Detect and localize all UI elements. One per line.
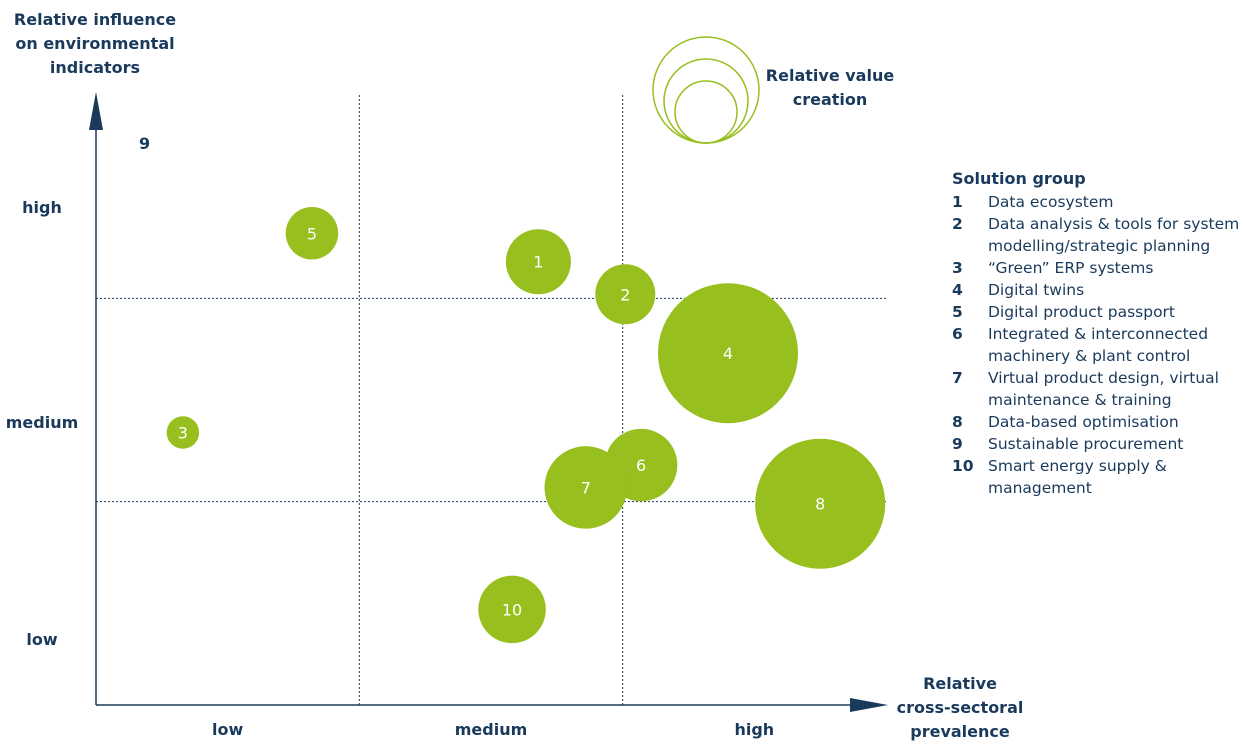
legend-item-text: Digital twins — [988, 281, 1085, 299]
bubble-label-8: 8 — [815, 495, 825, 514]
legend-item-text: Sustainable procurement — [988, 435, 1184, 453]
bubble-10 — [478, 575, 546, 644]
y-axis-label: Relative influence on environmental indi… — [0, 8, 190, 80]
size-legend-label-line: creation — [792, 90, 868, 109]
x-axis-label-line: cross-sectoral — [896, 698, 1024, 717]
y-tick-label: high — [22, 198, 62, 217]
legend-item: 6 Integrated & interconnected machinery … — [952, 323, 1242, 367]
legend-item: 10 Smart energy supply & management — [952, 455, 1242, 499]
bubble-label-10: 10 — [502, 600, 522, 619]
legend-item: 1 Data ecosystem — [952, 191, 1242, 213]
bubble-4 — [658, 283, 798, 424]
legend-item-number: 3 — [952, 259, 963, 277]
bubble-label-3: 3 — [178, 424, 188, 443]
point-label-9: 9 — [139, 134, 151, 153]
size-legend-circle-large — [652, 36, 760, 144]
legend-item-text: Integrated & interconnected machinery & … — [988, 325, 1209, 365]
bubble-label-6: 6 — [636, 456, 646, 475]
legend-item-text: Data ecosystem — [988, 193, 1114, 211]
x-tick-label: medium — [455, 720, 528, 739]
legend-item: 5 Digital product passport — [952, 301, 1242, 323]
legend-item-number: 10 — [952, 457, 974, 475]
legend-title: Solution group — [952, 169, 1086, 188]
y-axis-arrow — [89, 92, 103, 130]
legend-item-text: Virtual product design, virtual maintena… — [988, 369, 1219, 409]
axes — [89, 92, 888, 712]
y-tick-label: low — [26, 630, 57, 649]
x-axis-label-line: Relative — [923, 674, 997, 693]
bubbles: 1 2 3 4 5 6 7 8 10 — [166, 207, 886, 644]
tick-labels: low medium high low medium high — [6, 198, 774, 739]
legend-item: 9 Sustainable procurement — [952, 433, 1242, 455]
legend-item: 4 Digital twins — [952, 279, 1242, 301]
size-legend-label-line: Relative value — [765, 66, 895, 85]
legend-item-number: 5 — [952, 303, 963, 321]
bubble-3 — [166, 416, 200, 449]
bubble-label-5: 5 — [307, 224, 317, 243]
size-legend-label: Relative value creation — [765, 64, 895, 112]
legend-item-number: 2 — [952, 215, 963, 233]
bubble-2 — [595, 264, 656, 325]
legend-item: 2 Data analysis & tools for system model… — [952, 213, 1242, 257]
legend-item-number: 4 — [952, 281, 963, 299]
legend-item: 3 “Green” ERP systems — [952, 257, 1242, 279]
x-axis-label: Relative cross-sectoral prevalence — [880, 672, 1040, 744]
x-tick-label: high — [734, 720, 774, 739]
legend-item-text: Digital product passport — [988, 303, 1175, 321]
grid-lines — [96, 95, 886, 705]
legend-item-number: 6 — [952, 325, 963, 343]
legend-item: 8 Data-based optimisation — [952, 411, 1242, 433]
bubble-5 — [285, 207, 339, 260]
x-axis-arrow — [850, 698, 888, 712]
size-legend-circles — [652, 36, 760, 144]
bubble-1 — [505, 229, 571, 295]
size-legend-circle-small — [674, 80, 738, 144]
y-axis-label-line: indicators — [49, 58, 141, 77]
bubble-label-7: 7 — [581, 478, 591, 497]
y-tick-label: medium — [6, 413, 79, 432]
legend-item-number: 9 — [952, 435, 963, 453]
x-tick-label: low — [212, 720, 243, 739]
y-axis-label-line: Relative influence — [13, 10, 177, 29]
bubble-7 — [544, 446, 628, 529]
legend-item-text: Data analysis & tools for system modelli… — [988, 215, 1240, 255]
bubble-label-1: 1 — [533, 253, 543, 272]
legend-item-text: Smart energy supply & management — [988, 457, 1167, 497]
y-axis-label-line: on environmental — [15, 34, 175, 53]
legend-item-number: 7 — [952, 369, 963, 387]
x-axis-label-line: prevalence — [910, 722, 1010, 741]
legend-item-number: 1 — [952, 193, 963, 211]
legend-item-text: “Green” ERP systems — [988, 259, 1154, 277]
legend-item-number: 8 — [952, 413, 963, 431]
bubble-8 — [755, 438, 886, 569]
legend-item: 7 Virtual product design, virtual mainte… — [952, 367, 1242, 411]
solution-group-legend: Solution group 1 Data ecosystem 2 Data a… — [952, 168, 1242, 499]
bubble-label-2: 2 — [620, 285, 630, 304]
bubble-label-4: 4 — [723, 344, 733, 363]
legend-item-text: Data-based optimisation — [988, 413, 1179, 431]
